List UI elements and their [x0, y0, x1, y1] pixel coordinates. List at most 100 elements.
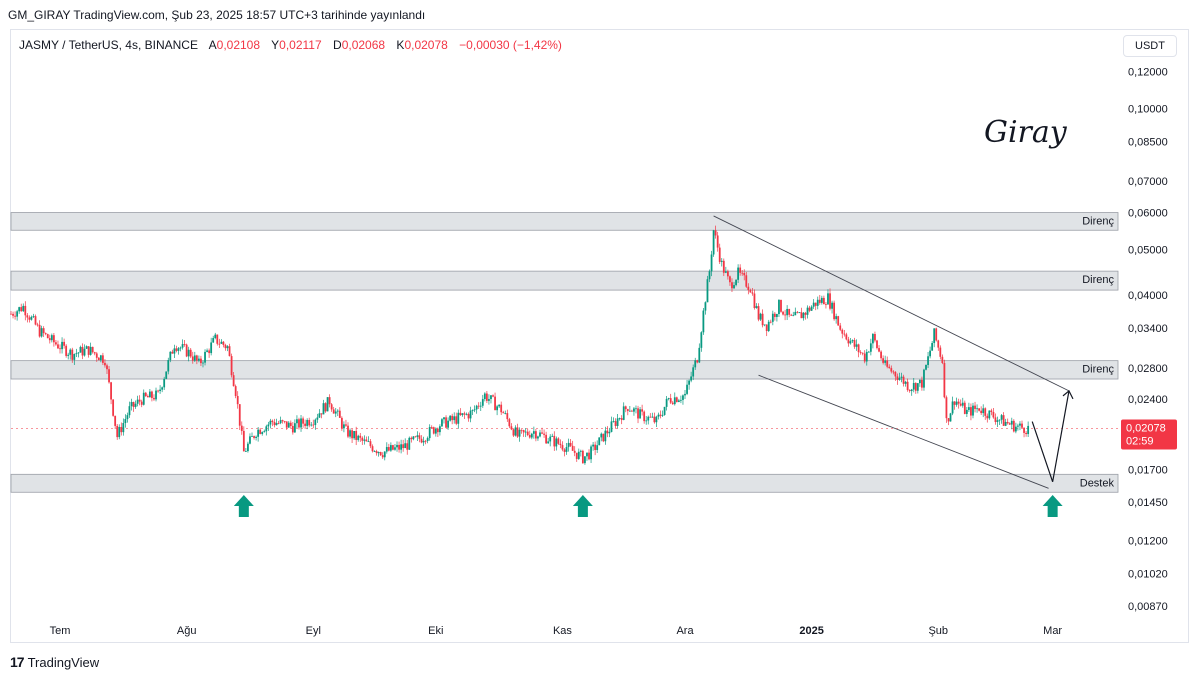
candle-body: [731, 282, 733, 289]
candle-body: [500, 404, 503, 413]
candle-body: [461, 413, 464, 416]
candle-body: [146, 396, 149, 398]
candle-body: [847, 339, 850, 344]
candle-body: [933, 328, 936, 344]
candle-body: [604, 430, 607, 442]
candle-body: [696, 360, 699, 363]
candle-body: [283, 421, 286, 423]
candle-body: [375, 451, 378, 454]
candle-body: [269, 420, 272, 425]
candle-body: [771, 313, 774, 322]
candle-body: [79, 346, 82, 353]
candle-body: [825, 304, 827, 306]
candle-body: [385, 447, 388, 452]
candle-body: [898, 377, 901, 380]
candle-body: [918, 379, 921, 384]
candle-body: [608, 431, 611, 434]
candle-body: [586, 452, 588, 457]
candle-body: [338, 410, 341, 418]
candle-body: [569, 442, 572, 446]
candle-body: [99, 355, 102, 361]
candle-body: [861, 352, 864, 354]
candle-body: [957, 401, 960, 404]
candle-body: [443, 417, 445, 420]
candle-body: [1017, 425, 1019, 427]
candle-body: [712, 230, 715, 255]
candle-body: [622, 406, 625, 420]
candle-body: [759, 313, 762, 320]
zone-0: [10, 212, 1119, 231]
candle-body: [571, 445, 574, 451]
candle-body: [998, 419, 1001, 421]
projection-path: [1031, 390, 1070, 483]
candle-body: [387, 447, 390, 451]
candle-body: [753, 293, 756, 309]
candle-body: [963, 402, 966, 414]
x-tick-0: Tem: [50, 625, 71, 637]
candle-body: [361, 437, 364, 441]
y-tick-7: 0,03400: [1128, 323, 1168, 335]
candle-body: [876, 340, 878, 349]
candle-body: [884, 360, 887, 363]
candle-body: [367, 441, 370, 443]
candle-body: [91, 346, 94, 353]
candle-body: [155, 390, 157, 400]
candle-body: [524, 431, 527, 433]
tradingview-logo[interactable]: 17 TradingView: [10, 654, 99, 670]
candle-body: [767, 321, 770, 332]
candle-body: [669, 398, 672, 403]
up-arrow-marker-0: [233, 495, 254, 517]
candle-body: [336, 410, 339, 412]
candle-body: [925, 364, 927, 370]
candle-body: [459, 412, 462, 416]
y-tick-0: 0,12000: [1128, 66, 1168, 78]
candle-body: [647, 416, 650, 421]
candle-body: [428, 427, 431, 439]
candle-body: [637, 408, 639, 419]
candle-body: [73, 353, 76, 360]
candle-body: [631, 410, 633, 412]
symbol-name[interactable]: JASMY / TetherUS, 4s, BINANCE: [19, 38, 198, 52]
candle-body: [512, 429, 515, 436]
candle-body: [802, 312, 805, 319]
candle-body: [692, 367, 695, 377]
candle-body: [616, 418, 619, 426]
candle-body: [874, 334, 876, 341]
candle-body: [896, 376, 899, 380]
candle-body: [914, 382, 917, 391]
candle-body: [778, 299, 780, 315]
currency-selector[interactable]: USDT: [1123, 35, 1177, 57]
candle-body: [463, 413, 466, 415]
y-tick-5: 0,05000: [1128, 245, 1168, 257]
candle-body: [822, 297, 825, 305]
candle-body: [126, 415, 129, 420]
candle-body: [941, 356, 944, 363]
candle-body: [255, 436, 257, 438]
x-tick-6: 2025: [799, 625, 823, 637]
candle-body: [504, 413, 507, 414]
candle-body: [275, 423, 278, 426]
candle-body: [996, 420, 999, 422]
candle-body: [253, 436, 255, 438]
candle-body: [173, 348, 176, 354]
candle-body: [320, 413, 323, 415]
candle-body: [222, 341, 225, 345]
candle-body: [590, 446, 592, 460]
candle-body: [193, 355, 196, 361]
candle-body: [304, 423, 307, 426]
candle-body: [594, 444, 597, 450]
candle-body: [988, 410, 991, 419]
candle-body: [488, 399, 490, 401]
candle-body: [451, 415, 454, 421]
candle-body: [328, 397, 331, 405]
candle-body: [20, 307, 23, 312]
candle-body: [128, 406, 131, 416]
candle-body: [620, 418, 623, 420]
candle-body: [175, 348, 178, 351]
candle-body: [592, 444, 594, 447]
candle-body: [908, 390, 911, 392]
candle-body: [202, 362, 204, 364]
candle-body: [46, 334, 49, 339]
candle-body: [706, 279, 709, 303]
